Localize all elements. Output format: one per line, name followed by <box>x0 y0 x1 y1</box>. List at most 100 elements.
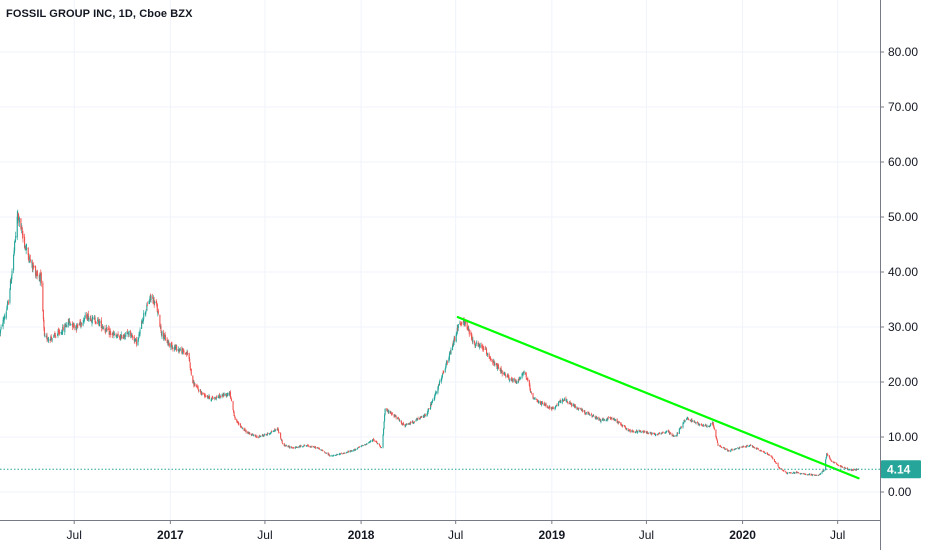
candle-body <box>351 450 353 451</box>
candle-down <box>470 330 472 336</box>
candle-body <box>534 398 536 400</box>
candle-body <box>799 473 801 475</box>
candle-body <box>551 407 553 409</box>
candle-body <box>358 446 361 448</box>
candle-body <box>112 331 114 335</box>
candle-up <box>432 398 434 403</box>
grid <box>0 0 880 520</box>
candle-down <box>271 430 273 433</box>
candle-body <box>717 443 719 446</box>
candle-body <box>706 425 708 428</box>
candle-body <box>379 445 381 447</box>
candle-down <box>304 444 306 447</box>
candle-body <box>713 427 715 430</box>
candle-body <box>529 384 531 389</box>
candle-body <box>523 372 525 374</box>
candle-body <box>832 461 835 463</box>
candle-body <box>335 455 337 457</box>
candle-down <box>801 473 803 475</box>
candle-body <box>715 429 717 438</box>
candle-down <box>20 218 22 231</box>
candle-down <box>541 400 543 405</box>
candle-up <box>223 392 225 397</box>
candle-body <box>402 422 404 425</box>
candle-body <box>830 460 832 462</box>
candle-body <box>644 431 646 433</box>
candle-body <box>561 399 563 403</box>
candle-down <box>647 432 650 435</box>
candle-body <box>198 389 200 392</box>
candle-body <box>505 375 507 377</box>
candle-body <box>715 436 717 440</box>
candle-body <box>24 246 26 248</box>
candle-down <box>717 442 719 447</box>
candle-down <box>571 402 573 408</box>
candle-body <box>785 472 788 474</box>
candle-body <box>829 457 831 459</box>
candle-down <box>532 392 534 400</box>
candle-body <box>506 375 508 378</box>
candle-body <box>823 469 825 471</box>
candle-body <box>565 398 567 402</box>
candle-body <box>773 459 775 462</box>
candle-body <box>460 323 462 324</box>
candle-body <box>746 445 748 448</box>
candle-body <box>164 334 166 337</box>
candle-down <box>410 420 412 425</box>
candle-body <box>453 338 455 344</box>
candle-down <box>277 427 279 431</box>
candle-up <box>150 294 152 303</box>
candle-up <box>604 418 606 421</box>
candle-body <box>33 266 35 268</box>
candle-body <box>645 431 647 433</box>
axes[interactable]: 0.00 10.00 20.00 30.00 40.00 50.00 60.00 70.00 8… <box>0 0 921 550</box>
last-price-badge <box>881 460 921 479</box>
candle-down <box>856 468 858 470</box>
candle-up <box>88 316 90 322</box>
candle-body <box>471 335 473 341</box>
last-price-label: 4.14 <box>887 463 911 477</box>
candle-body <box>190 368 192 375</box>
candle-up <box>615 418 617 422</box>
candle-body <box>80 323 83 325</box>
candle-down <box>183 349 185 355</box>
candle-body <box>76 325 78 327</box>
candle-up <box>444 368 446 373</box>
candle-body <box>132 336 134 339</box>
candle-up <box>9 288 11 305</box>
candle-down <box>588 411 590 414</box>
x-tick-label: Jul <box>67 528 82 542</box>
candle-body <box>588 412 590 414</box>
candle-body <box>156 304 158 312</box>
candle-body <box>461 323 463 325</box>
candle-body <box>413 422 415 424</box>
candle-body <box>43 319 45 328</box>
candle-body <box>211 396 213 398</box>
candle-up <box>441 375 443 380</box>
candle-body <box>580 407 582 410</box>
candle-body <box>229 392 232 398</box>
candle-down <box>715 435 717 440</box>
candle-up <box>106 324 108 332</box>
candle-body <box>170 343 172 348</box>
candle-body <box>364 444 366 446</box>
candle-up <box>765 452 767 454</box>
trendline-layer[interactable] <box>456 316 860 480</box>
candle-body <box>387 410 389 411</box>
candle-body <box>647 433 650 435</box>
candle-down <box>624 425 626 428</box>
candle-body <box>42 282 44 312</box>
candle-body <box>130 331 132 336</box>
candle-up <box>383 428 385 436</box>
candle-body <box>376 441 378 443</box>
candle-body <box>40 273 42 284</box>
candle-up <box>0 324 2 331</box>
trendline[interactable] <box>456 316 860 480</box>
candle-up <box>366 443 368 446</box>
candle-body <box>395 415 397 419</box>
candle-down <box>216 394 218 398</box>
candle-body <box>197 386 199 390</box>
candle-body <box>69 324 72 326</box>
